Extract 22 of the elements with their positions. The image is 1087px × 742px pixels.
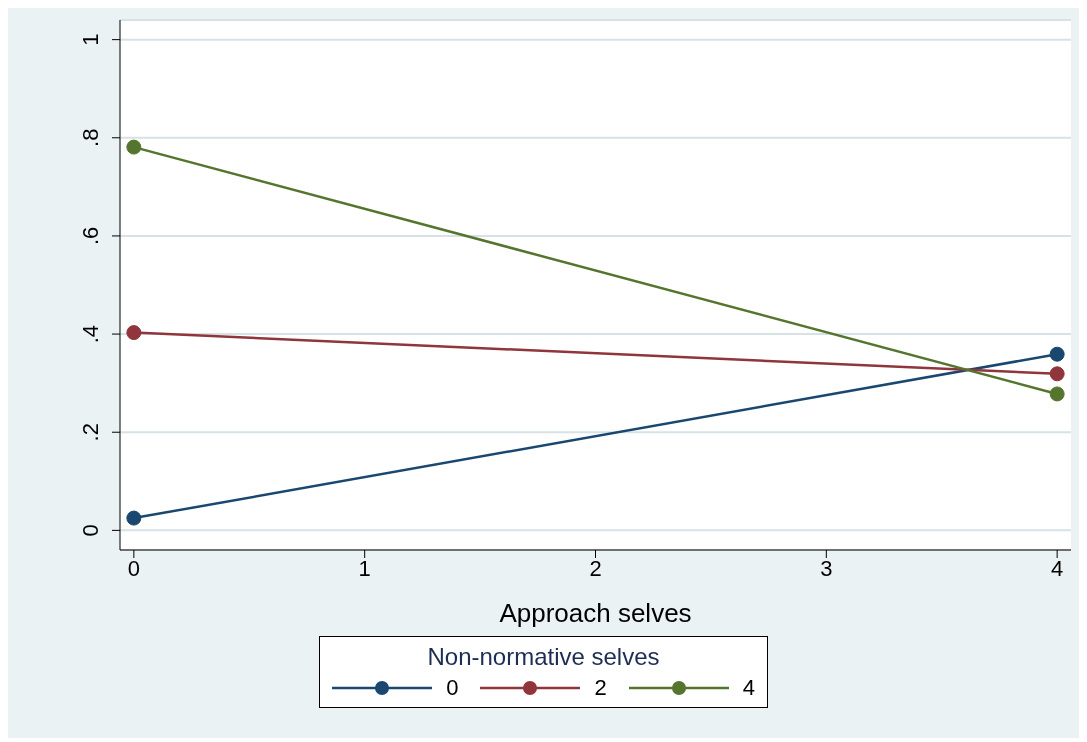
legend-label: 2 [594,675,607,701]
legend-label: 4 [742,675,755,701]
x-tick-label: 0 [127,555,140,581]
point [126,510,142,526]
point [126,139,142,155]
x-tick-label: 4 [1051,555,1064,581]
x-tick-label: 3 [820,555,833,581]
legend-label: 0 [446,675,459,701]
legend-title: Non-normative selves [426,643,661,671]
point [126,325,142,341]
point [1049,366,1065,382]
y-tick-label: .4 [78,324,103,344]
y-tick-label: .2 [78,423,103,442]
point [1049,346,1065,362]
y-tick-label: 1 [78,33,103,46]
x-tick-label: 1 [358,555,371,581]
x-axis-title: Approach selves [499,598,692,628]
x-tick-label: 2 [589,555,602,581]
y-tick-label: .6 [78,226,103,246]
point [1049,386,1065,402]
y-tick-label: 0 [78,524,103,537]
y-tick-label: .8 [78,128,103,147]
